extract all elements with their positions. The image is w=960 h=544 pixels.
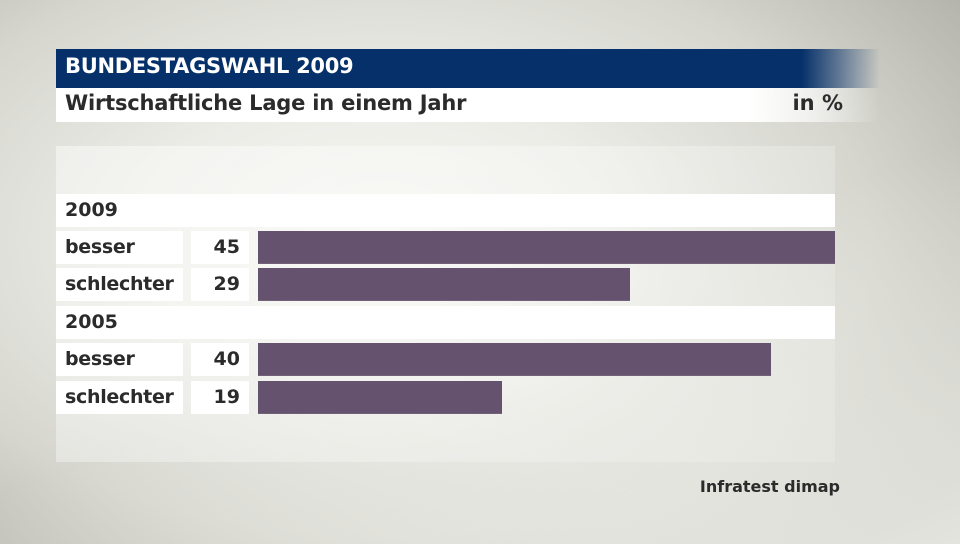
bar	[258, 343, 771, 376]
row-value-box: 19	[191, 381, 249, 414]
row-value: 45	[213, 236, 240, 258]
row-value-box: 29	[191, 268, 249, 301]
row-label-box: besser	[56, 231, 183, 264]
group-header-2005: 2005	[56, 306, 835, 339]
header-bar: BUNDESTAGSWAHL 2009	[56, 49, 880, 88]
group-label: 2009	[65, 199, 118, 221]
row-label-box: besser	[56, 343, 183, 376]
row-value: 19	[213, 386, 240, 408]
unit-label: in %	[792, 91, 843, 115]
row-label-box: schlechter	[56, 268, 183, 301]
bar-row: besser 40	[56, 343, 835, 376]
row-label: besser	[65, 236, 135, 258]
row-value: 40	[213, 348, 240, 370]
row-value-box: 40	[191, 343, 249, 376]
chart-title: BUNDESTAGSWAHL 2009	[65, 54, 354, 78]
bar-row: schlechter 29	[56, 268, 835, 301]
row-value: 29	[213, 273, 240, 295]
row-value-box: 45	[191, 231, 249, 264]
row-label: besser	[65, 348, 135, 370]
bar	[258, 231, 835, 264]
bar	[258, 381, 502, 414]
row-label: schlechter	[65, 386, 174, 408]
group-label: 2005	[65, 311, 118, 333]
bar-row: besser 45	[56, 231, 835, 264]
bar-row: schlechter 19	[56, 381, 835, 414]
row-label-box: schlechter	[56, 381, 183, 414]
group-header-2009: 2009	[56, 194, 835, 227]
bar	[258, 268, 630, 301]
chart-subtitle: Wirtschaftliche Lage in einem Jahr	[65, 91, 467, 115]
subheader-bar: Wirtschaftliche Lage in einem Jahr in %	[56, 88, 880, 122]
source-label: Infratest dimap	[699, 477, 840, 496]
row-label: schlechter	[65, 273, 174, 295]
